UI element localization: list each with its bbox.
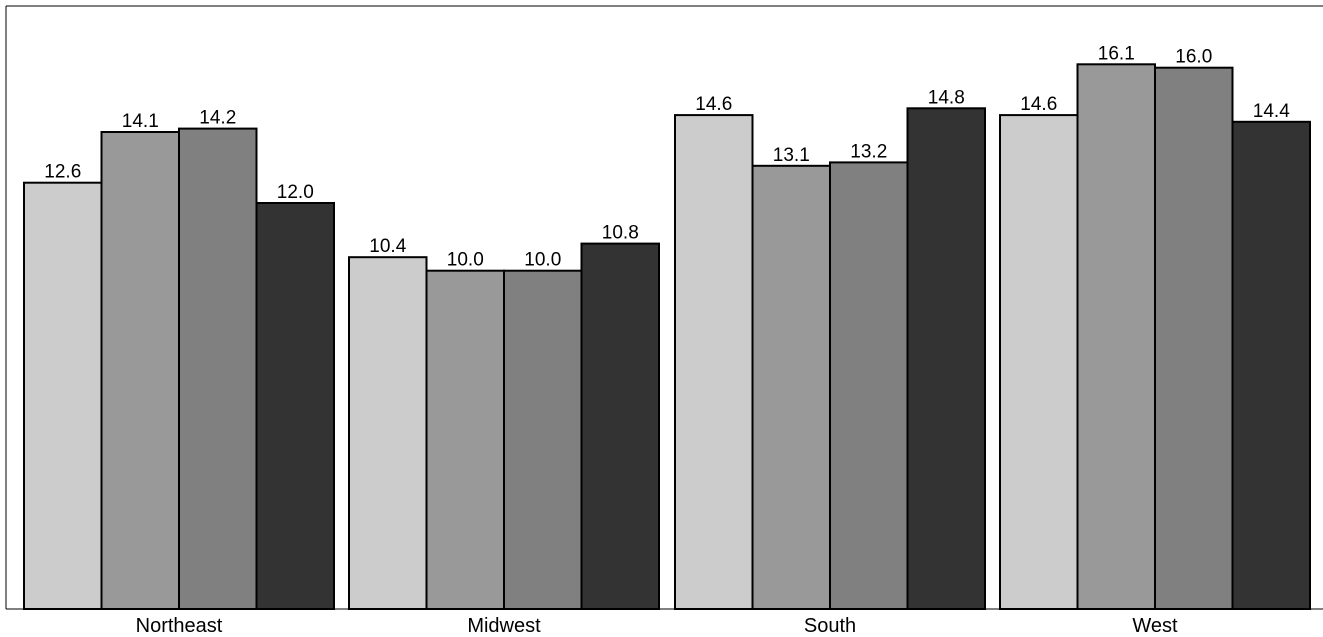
bar-south-3 bbox=[829, 161, 909, 610]
bar-northeast-3 bbox=[178, 127, 258, 610]
x-tick-label-northeast: Northeast bbox=[136, 615, 223, 637]
bar-northeast-4 bbox=[255, 202, 335, 610]
bar-south-2 bbox=[751, 164, 831, 611]
plot-frame bbox=[5, 5, 1323, 609]
data-label-midwest-1: 10.4 bbox=[369, 236, 406, 257]
data-label-midwest-2: 10.0 bbox=[447, 250, 484, 271]
bar-west-3 bbox=[1154, 66, 1234, 610]
data-label-midwest-3: 10.0 bbox=[524, 250, 561, 271]
bar-south-4 bbox=[906, 107, 986, 611]
bar-northeast-2 bbox=[100, 131, 180, 610]
data-label-west-1: 14.6 bbox=[1020, 94, 1057, 115]
bar-west-4 bbox=[1231, 120, 1311, 611]
bar-south-1 bbox=[674, 114, 754, 610]
bar-northeast-1 bbox=[23, 181, 103, 610]
data-label-northeast-3: 14.2 bbox=[199, 108, 236, 129]
data-label-south-4: 14.8 bbox=[928, 87, 965, 108]
x-tick-labels-layer: Northeast Midwest South West bbox=[136, 615, 1178, 637]
data-label-midwest-4: 10.8 bbox=[602, 223, 639, 244]
bar-midwest-3 bbox=[503, 269, 583, 610]
data-label-south-3: 13.2 bbox=[850, 141, 887, 162]
x-tick-label-south: South bbox=[804, 615, 856, 637]
data-label-northeast-1: 12.6 bbox=[44, 162, 81, 183]
x-tick-label-west: West bbox=[1132, 615, 1178, 637]
x-tick-label-midwest: Midwest bbox=[467, 615, 541, 637]
data-label-west-2: 16.1 bbox=[1098, 43, 1135, 64]
bar-midwest-2 bbox=[425, 269, 505, 610]
value-labels-layer: 12.6 14.1 14.2 12.0 10.4 10.0 10.0 10.8 14.6 13.1… bbox=[44, 43, 1290, 270]
data-label-northeast-4: 12.0 bbox=[277, 182, 314, 203]
bar-midwest-4 bbox=[580, 242, 660, 610]
bar-west-2 bbox=[1076, 63, 1156, 611]
bar-midwest-1 bbox=[348, 256, 428, 610]
data-label-south-1: 14.6 bbox=[695, 94, 732, 115]
bars-layer bbox=[23, 63, 1311, 611]
data-label-south-2: 13.1 bbox=[773, 145, 810, 166]
bar-west-1 bbox=[999, 114, 1079, 610]
data-label-west-3: 16.0 bbox=[1175, 47, 1212, 68]
data-label-west-4: 14.4 bbox=[1253, 101, 1290, 122]
data-label-northeast-2: 14.1 bbox=[122, 111, 159, 132]
